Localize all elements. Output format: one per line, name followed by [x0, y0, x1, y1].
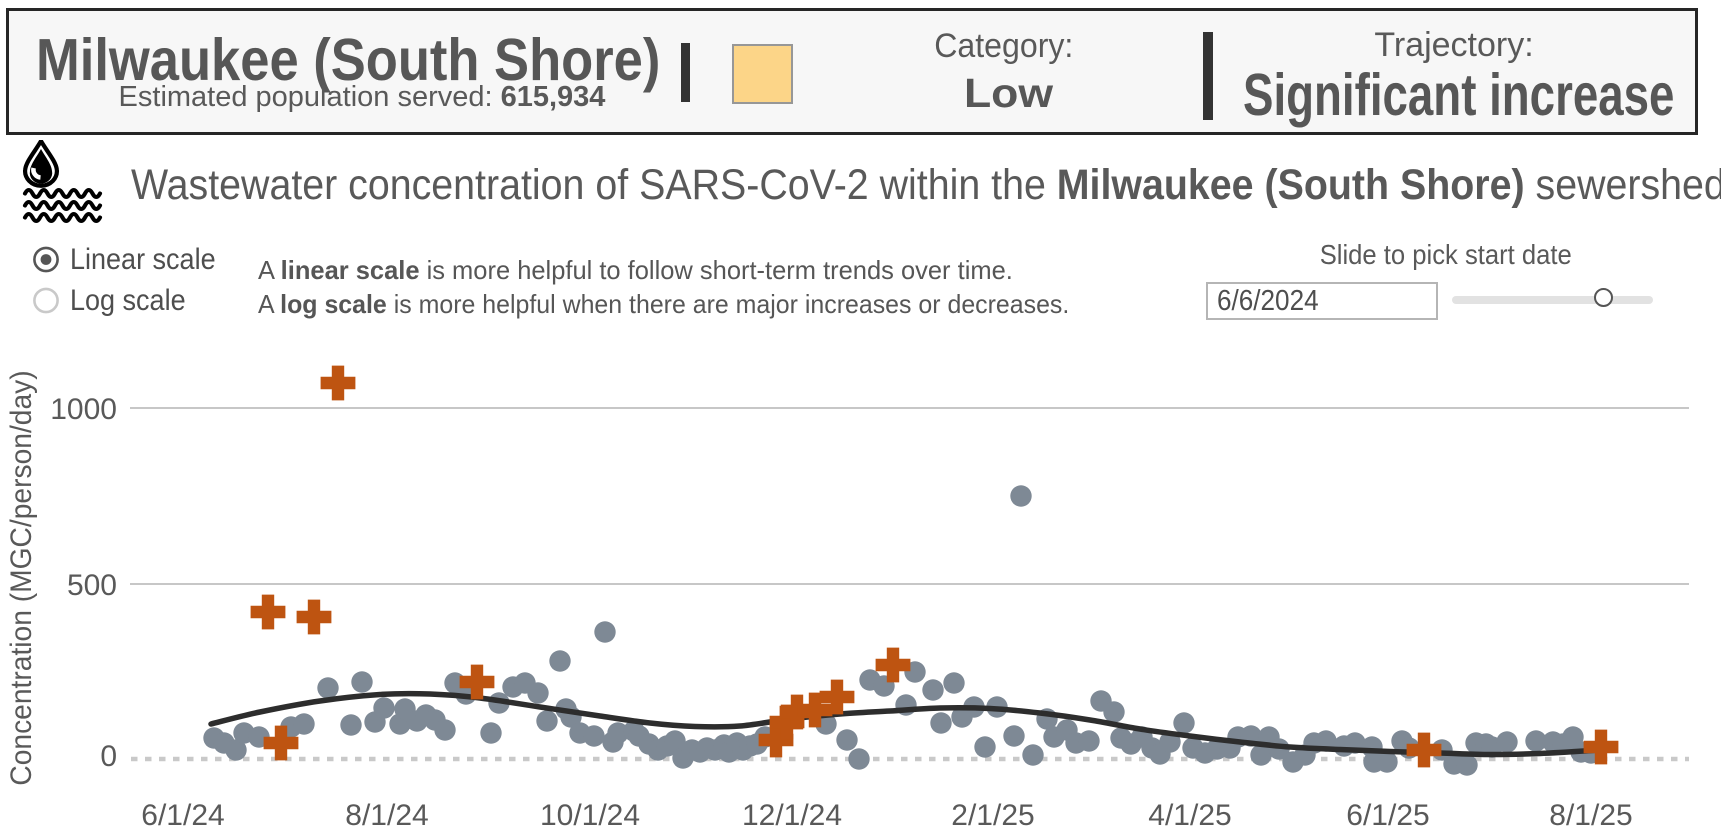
svg-text:1000: 1000 — [50, 393, 117, 426]
svg-text:500: 500 — [67, 569, 117, 602]
svg-text:0: 0 — [100, 740, 117, 773]
svg-text:2/1/25: 2/1/25 — [951, 799, 1034, 832]
svg-text:8/1/25: 8/1/25 — [1549, 799, 1632, 832]
svg-text:6/1/24: 6/1/24 — [141, 799, 224, 832]
svg-text:10/1/24: 10/1/24 — [540, 799, 640, 832]
svg-text:12/1/24: 12/1/24 — [742, 799, 842, 832]
svg-text:4/1/25: 4/1/25 — [1148, 799, 1231, 832]
svg-text:6/1/25: 6/1/25 — [1346, 799, 1429, 832]
svg-text:Concentration (MGC/person/day): Concentration (MGC/person/day) — [5, 370, 38, 785]
svg-text:8/1/24: 8/1/24 — [345, 799, 428, 832]
